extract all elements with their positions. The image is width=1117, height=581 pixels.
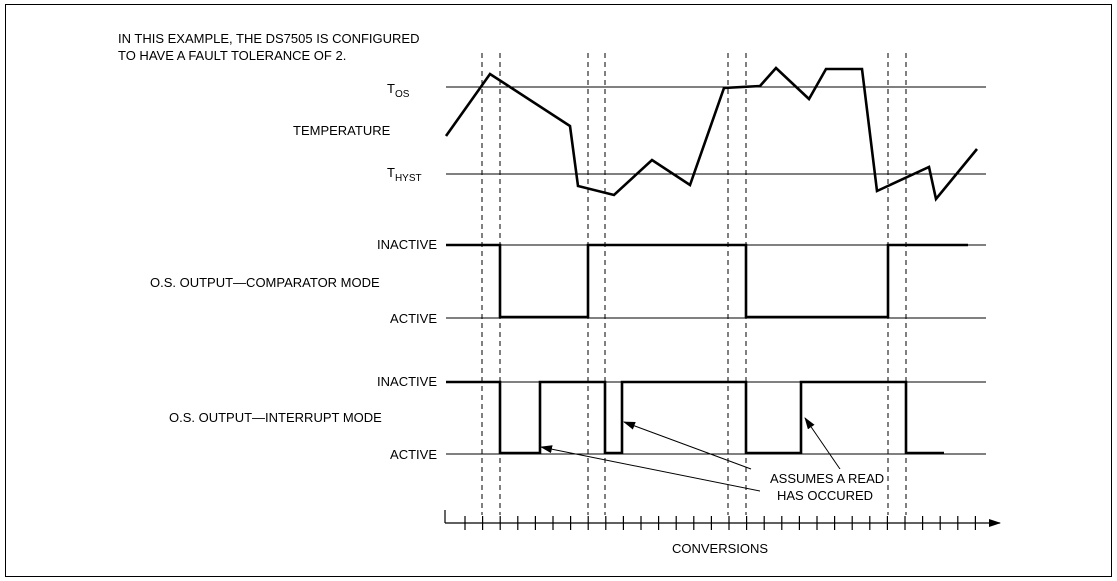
interrupt-inactive-label: INACTIVE	[377, 374, 437, 389]
tos-label: TOS	[387, 81, 410, 100]
note-line-1: IN THIS EXAMPLE, THE DS7505 IS CONFIGURE…	[118, 31, 420, 46]
interrupt-waveform	[446, 380, 944, 455]
interrupt-mode-label: O.S. OUTPUT—INTERRUPT MODE	[169, 410, 382, 425]
annotation-backdrop	[760, 469, 876, 503]
conversion-ticks	[464, 516, 977, 530]
note-line-2: TO HAVE A FAULT TOLERANCE OF 2.	[118, 48, 346, 63]
comparator-waveform	[446, 243, 968, 319]
diagram-frame	[5, 4, 1112, 577]
comparator-inactive-label: INACTIVE	[377, 237, 437, 252]
interrupt-active-label: ACTIVE	[390, 447, 437, 462]
annotation-arrows	[540, 417, 843, 496]
conversion-dashed-lines	[481, 53, 907, 515]
temperature-label: TEMPERATURE	[293, 123, 391, 138]
thyst-label: THYST	[387, 165, 422, 184]
annotation-line-2: HAS OCCURED	[777, 488, 873, 503]
annotation-line-1: ASSUMES A READ	[770, 471, 884, 486]
comparator-active-label: ACTIVE	[390, 311, 437, 326]
conversions-label: CONVERSIONS	[672, 541, 768, 556]
comparator-mode-label: O.S. OUTPUT—COMPARATOR MODE	[150, 275, 380, 290]
temperature-waveform	[444, 66, 979, 202]
